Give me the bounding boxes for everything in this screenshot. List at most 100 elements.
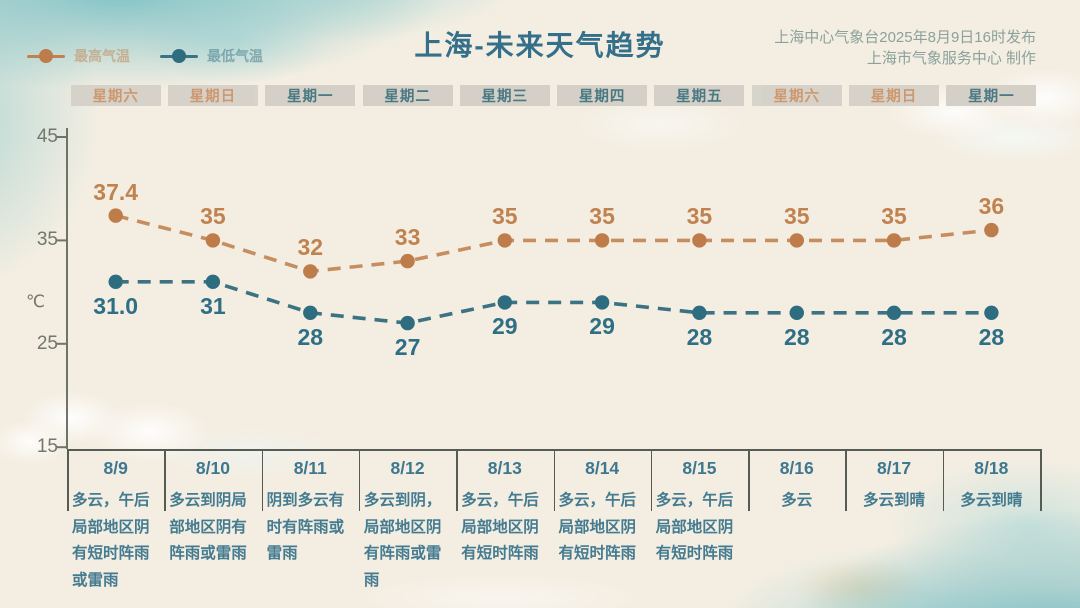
forecast-column: 8/17 多云到晴 — [845, 449, 942, 608]
forecast-column: 8/12 多云到阴，局部地区阴有阵雨或雷雨 — [359, 449, 456, 608]
weekday-header-2: 星期一 — [265, 85, 356, 106]
legend-dot-icon — [39, 49, 53, 63]
max-temp-point — [303, 264, 318, 279]
weekday-header-9: 星期一 — [946, 85, 1037, 106]
max-temp-label: 35 — [784, 203, 810, 230]
forecast-weather-label: 阴到多云有时有阵雨或雷雨 — [266, 492, 345, 562]
min-temp-label: 28 — [686, 323, 713, 350]
forecast-column: 8/16 多云 — [748, 449, 845, 608]
table-column-divider — [456, 449, 458, 511]
forecast-date: 8/13 — [487, 458, 522, 478]
min-temp-point — [497, 295, 512, 310]
forecast-weather-label: 多云，午后局部地区阴有短时阵雨 — [558, 492, 637, 562]
max-temp-point — [497, 233, 512, 248]
publisher-line-2: 上海市气象服务中心 制作 — [866, 50, 1036, 67]
min-temp-label: 28 — [297, 323, 324, 350]
weekday-header-7: 星期六 — [751, 85, 842, 106]
forecast-column: 8/13 多云，午后局部地区阴有短时阵雨 — [456, 449, 553, 608]
legend-item-0: 最高气温 — [27, 46, 130, 66]
table-column-divider — [553, 449, 556, 511]
min-temp-point — [108, 274, 123, 289]
forecast-weather-text: 多云，午后局部地区阴有短时阵雨 — [656, 488, 743, 568]
y-tick-label: 35 — [36, 229, 58, 251]
max-temp-point — [108, 208, 123, 223]
forecast-weather-text: 多云到阴局部地区阴有阵雨或雷雨 — [169, 488, 256, 568]
max-temp-point — [594, 233, 610, 248]
min-temp-legend-marker — [160, 49, 198, 63]
legend-label: 最高气温 — [74, 48, 130, 64]
legend-dot-icon — [172, 49, 186, 63]
y-tick-label: 15 — [36, 436, 58, 458]
table-column-divider — [845, 449, 847, 511]
forecast-weather-text: 多云到晴 — [850, 488, 937, 515]
min-temp-line — [115, 279, 992, 325]
max-temp-point — [984, 222, 999, 238]
min-temp-point — [205, 274, 221, 289]
forecast-date: 8/16 — [779, 458, 814, 478]
forecast-weather-text: 多云，午后局部地区阴有短时阵雨 — [559, 488, 646, 568]
min-temp-point — [594, 295, 610, 310]
table-column-divider — [67, 449, 69, 511]
max-temp-label: 33 — [394, 224, 421, 251]
max-temp-point — [400, 253, 415, 269]
weekday-header-1: 星期日 — [167, 85, 258, 106]
forecast-weather-label: 多云到晴 — [863, 492, 926, 509]
forecast-weather-label: 多云到晴 — [960, 492, 1023, 509]
forecast-weather-text: 多云，午后局部地区阴有短时阵雨 — [461, 488, 548, 568]
forecast-weather-text: 多云到阴，局部地区阴有阵雨或雷雨 — [364, 488, 451, 594]
forecast-weather-label: 多云，午后局部地区阴有短时阵雨 — [655, 492, 734, 562]
publisher-info: 上海中心气象台2025年8月9日16时发布 上海市气象服务中心 制作 — [774, 27, 1036, 69]
forecast-weather-text: 多云，午后局部地区阴有短时阵雨或雷雨 — [72, 488, 159, 594]
min-temp-label: 28 — [978, 323, 1005, 350]
max-temp-line — [115, 213, 992, 274]
y-axis-unit: ℃ — [26, 292, 46, 311]
table-column-divider — [748, 449, 750, 511]
page-title: 上海-未来天气趋势 — [414, 30, 666, 61]
min-temp-point — [692, 305, 707, 320]
forecast-column: 8/10 多云到阴局部地区阴有阵雨或雷雨 — [164, 449, 261, 608]
min-temp-label: 27 — [394, 334, 421, 361]
weekday-header-3: 星期二 — [362, 85, 453, 106]
chart-legend: 最高气温 最低气温 — [27, 46, 263, 66]
forecast-date: 8/15 — [682, 458, 717, 478]
forecast-date: 8/18 — [974, 458, 1009, 478]
max-temp-label: 35 — [589, 203, 615, 230]
forecast-weather-text: 阴到多云有时有阵雨或雷雨 — [267, 488, 354, 568]
max-temp-legend-marker — [27, 49, 65, 63]
forecast-column: 8/15 多云，午后局部地区阴有短时阵雨 — [651, 449, 748, 608]
forecast-weather-label: 多云到阴，局部地区阴有阵雨或雷雨 — [363, 492, 442, 589]
weekday-header-8: 星期日 — [849, 85, 939, 106]
max-temp-point — [205, 233, 221, 248]
min-temp-label: 29 — [589, 313, 615, 340]
max-temp-label: 35 — [686, 203, 713, 230]
min-temp-label: 31.0 — [93, 292, 139, 319]
max-temp-point — [789, 233, 804, 248]
forecast-column: 8/9 多云，午后局部地区阴有短时阵雨或雷雨 — [67, 449, 164, 608]
max-temp-label: 36 — [978, 193, 1005, 220]
max-temp-label: 37.4 — [93, 178, 139, 205]
weekday-header-4: 星期三 — [459, 85, 550, 106]
forecast-date: 8/11 — [293, 458, 327, 478]
forecast-weather-text: 多云到晴 — [948, 488, 1035, 515]
legend-item-1: 最低气温 — [160, 46, 263, 66]
forecast-weather-label: 多云到阴局部地区阴有阵雨或雷雨 — [169, 492, 247, 562]
max-temp-label: 32 — [297, 234, 324, 261]
table-column-divider — [164, 449, 166, 511]
forecast-weather-label: 多云，午后局部地区阴有短时阵雨或雷雨 — [72, 492, 150, 589]
legend-label: 最低气温 — [207, 48, 263, 64]
forecast-column: 8/18 多云到晴 — [943, 449, 1040, 608]
min-temp-point — [984, 305, 999, 320]
forecast-date: 8/12 — [390, 458, 425, 478]
forecast-date: 8/9 — [103, 458, 128, 478]
min-temp-point — [400, 315, 415, 331]
forecast-column: 8/14 多云，午后局部地区阴有短时阵雨 — [554, 449, 651, 608]
y-tick-label: 45 — [36, 126, 58, 147]
table-column-divider — [261, 449, 264, 511]
table-column-divider — [358, 449, 361, 511]
min-temp-point — [303, 305, 318, 320]
forecast-weather-text: 多云 — [753, 488, 840, 515]
max-temp-label: 35 — [200, 203, 226, 230]
max-temp-point — [692, 233, 707, 248]
